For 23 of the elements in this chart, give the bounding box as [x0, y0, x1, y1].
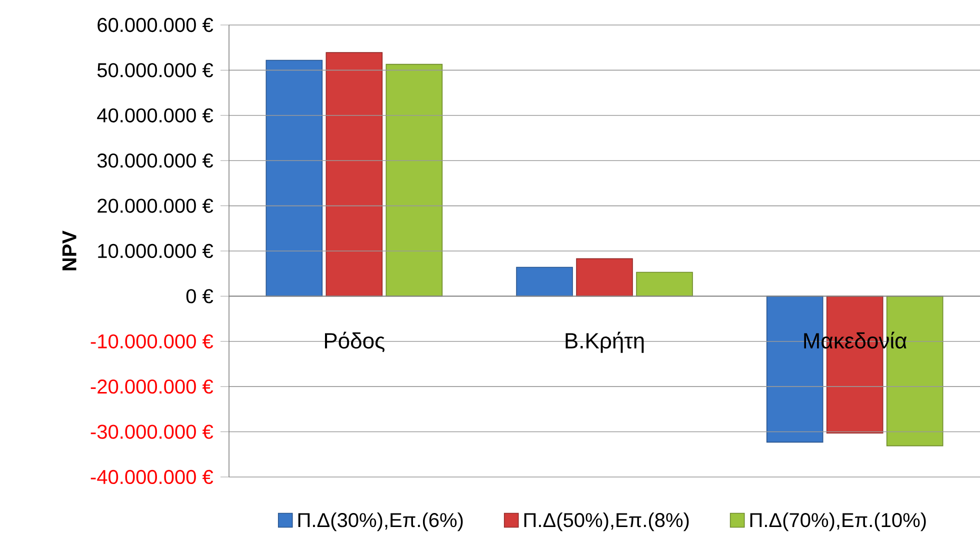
bar: [386, 64, 443, 297]
bar: [636, 272, 693, 297]
y-tick-label: 20.000.000 €: [98, 198, 214, 213]
y-tick-label: -30.000.000 €: [90, 424, 214, 439]
bar: [266, 60, 323, 297]
y-tick-label: 30.000.000 €: [97, 154, 214, 168]
legend-label: Π.Δ(70%),Επ.(10%): [750, 512, 926, 532]
y-tick-label: -20.000.000 €: [90, 380, 214, 394]
y-tick-label: 50.000.000 €: [97, 63, 214, 78]
y-tick-label: -10.000.000 €: [90, 334, 214, 348]
y-tick-label: 60.000.000 €: [98, 18, 214, 32]
y-tick-label: 10.000.000 €: [98, 244, 214, 258]
bar: [516, 266, 573, 297]
bar: [326, 52, 383, 297]
legend-label: Π.Δ(30%),Επ.(6%): [298, 512, 463, 532]
y-axis-title: NPV: [62, 230, 76, 270]
y-tick-label: 0 €: [186, 289, 214, 304]
x-tick-label: Ρόδος: [324, 332, 384, 352]
bar: [576, 258, 633, 297]
x-tick-label: Β.Κρήτη: [566, 332, 644, 353]
y-tick-label: 40.000.000 €: [97, 108, 214, 122]
y-tick-label: -40.000.000 €: [90, 470, 214, 484]
legend-label: Π.Δ(50%),Επ.(8%): [524, 512, 689, 532]
